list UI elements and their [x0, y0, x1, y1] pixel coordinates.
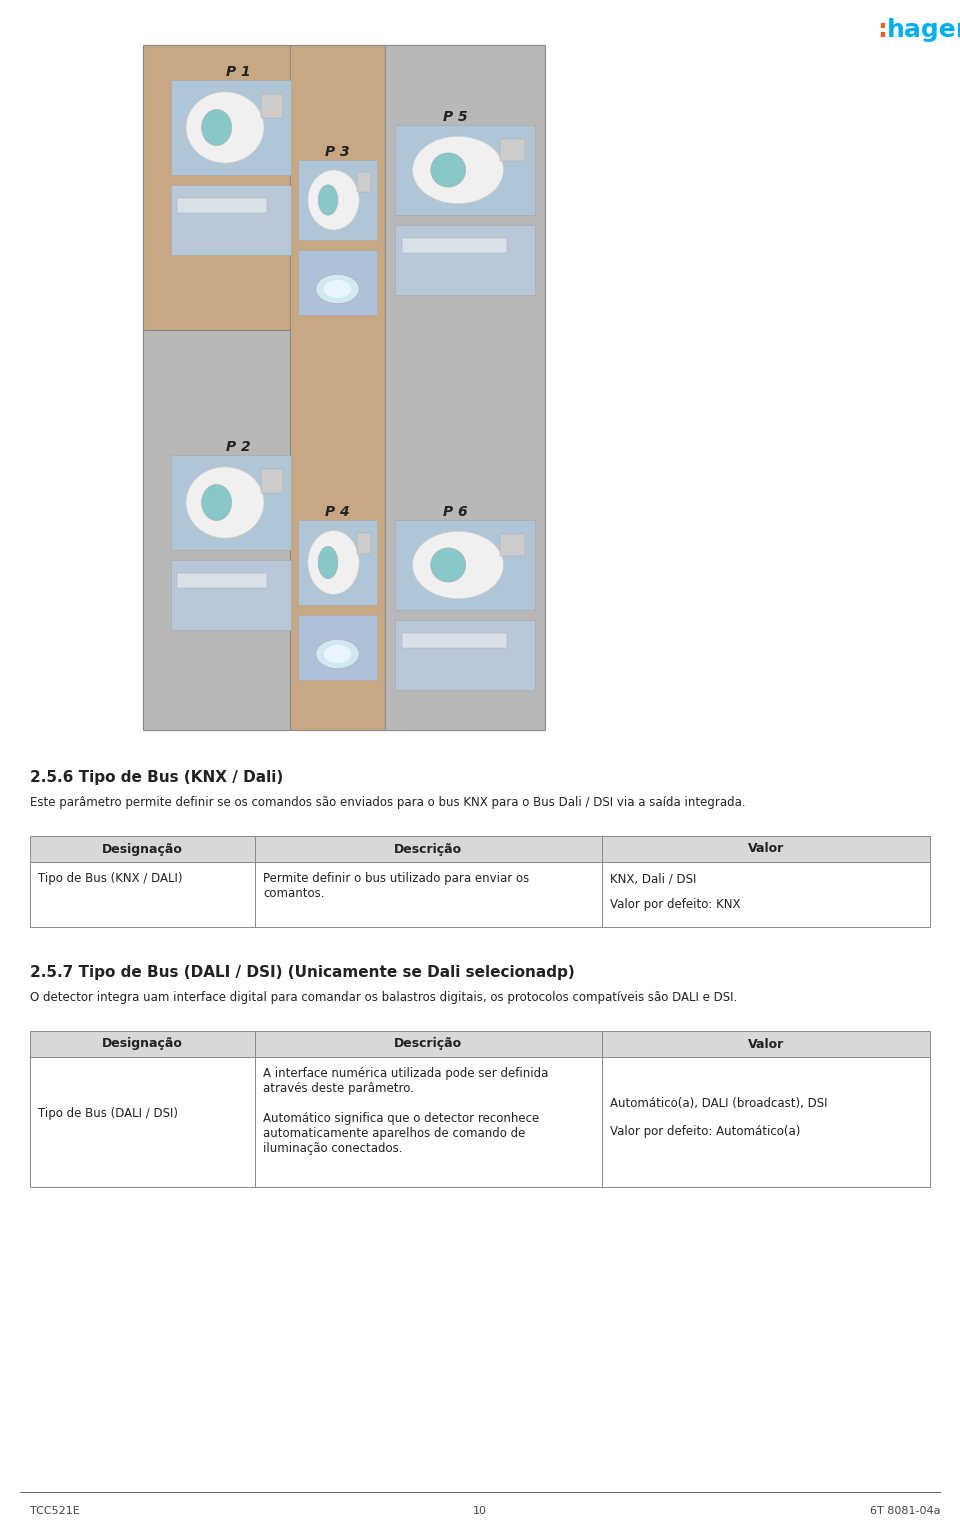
Ellipse shape — [308, 170, 359, 230]
Bar — [500, 138, 525, 161]
Bar — [171, 559, 291, 629]
Ellipse shape — [202, 109, 231, 146]
Bar — [395, 125, 535, 214]
Text: P 2: P 2 — [226, 439, 251, 454]
Text: Valor: Valor — [748, 1038, 784, 1050]
Text: P 3: P 3 — [325, 144, 349, 160]
Bar — [171, 185, 291, 255]
Bar — [177, 573, 267, 588]
Bar — [30, 836, 255, 862]
Ellipse shape — [324, 644, 351, 663]
Bar — [298, 249, 377, 315]
Bar — [255, 836, 602, 862]
Text: Valor por defeito: KNX: Valor por defeito: KNX — [610, 898, 740, 910]
Text: TCC521E: TCC521E — [30, 1506, 80, 1515]
Text: P 5: P 5 — [443, 109, 468, 125]
Bar — [395, 520, 535, 610]
Ellipse shape — [413, 532, 503, 599]
Text: hager: hager — [887, 18, 960, 43]
Bar — [298, 160, 377, 240]
Text: A interface numérica utilizada pode ser definida
através deste parâmetro.: A interface numérica utilizada pode ser … — [263, 1067, 548, 1094]
Bar — [357, 532, 372, 553]
Text: Descrição: Descrição — [395, 1038, 463, 1050]
Bar — [261, 470, 282, 492]
Text: :: : — [877, 18, 887, 43]
Bar — [290, 46, 385, 730]
Text: O detector integra uam interface digital para comandar os balastros digitais, os: O detector integra uam interface digital… — [30, 991, 737, 1005]
Bar — [500, 534, 525, 556]
Bar — [255, 862, 602, 927]
Text: P 1: P 1 — [226, 65, 251, 79]
Bar — [255, 1031, 602, 1056]
Bar — [298, 616, 377, 679]
Ellipse shape — [318, 185, 338, 216]
Bar — [395, 620, 535, 690]
Bar — [143, 46, 290, 330]
Text: Tipo de Bus (DALI / DSI): Tipo de Bus (DALI / DSI) — [38, 1107, 178, 1120]
Ellipse shape — [316, 275, 359, 304]
Text: Automático(a), DALI (broadcast), DSI: Automático(a), DALI (broadcast), DSI — [610, 1097, 827, 1110]
Text: Permite definir o bus utilizado para enviar os
comantos.: Permite definir o bus utilizado para env… — [263, 872, 529, 900]
Ellipse shape — [324, 280, 351, 298]
Bar — [171, 81, 291, 175]
Text: Tipo de Bus (KNX / DALI): Tipo de Bus (KNX / DALI) — [38, 872, 182, 885]
Ellipse shape — [413, 137, 503, 204]
Bar — [261, 94, 282, 119]
Bar — [177, 198, 267, 213]
Text: KNX, Dali / DSI: KNX, Dali / DSI — [610, 872, 696, 885]
Ellipse shape — [318, 546, 338, 579]
Bar — [385, 46, 545, 730]
Text: P 6: P 6 — [443, 505, 468, 518]
Bar — [30, 862, 255, 927]
Text: Designação: Designação — [102, 1038, 183, 1050]
Ellipse shape — [431, 154, 466, 187]
Text: Descrição: Descrição — [395, 842, 463, 856]
Bar — [30, 1031, 255, 1056]
Text: 2.5.7 Tipo de Bus (DALI / DSI) (Unicamente se Dali selecionadp): 2.5.7 Tipo de Bus (DALI / DSI) (Unicamen… — [30, 965, 575, 980]
Ellipse shape — [308, 530, 359, 594]
Text: 10: 10 — [473, 1506, 487, 1515]
Ellipse shape — [186, 91, 264, 163]
Bar — [171, 454, 291, 550]
Bar — [395, 225, 535, 295]
Text: Valor por defeito: Automático(a): Valor por defeito: Automático(a) — [610, 1125, 800, 1138]
Text: 6T 8081-04a: 6T 8081-04a — [870, 1506, 940, 1515]
Bar — [602, 1031, 930, 1056]
Ellipse shape — [431, 547, 466, 582]
Bar — [602, 836, 930, 862]
Text: Valor: Valor — [748, 842, 784, 856]
Text: Designação: Designação — [102, 842, 183, 856]
Text: 2.5.6 Tipo de Bus (KNX / Dali): 2.5.6 Tipo de Bus (KNX / Dali) — [30, 771, 283, 784]
Ellipse shape — [186, 467, 264, 538]
Bar — [402, 632, 507, 648]
Bar — [402, 237, 507, 252]
Bar — [602, 1056, 930, 1187]
Bar — [30, 1056, 255, 1187]
Text: P 4: P 4 — [325, 505, 349, 518]
Bar — [255, 1056, 602, 1187]
Ellipse shape — [202, 485, 231, 520]
Text: Automático significa que o detector reconhece
automaticamente aparelhos de coman: Automático significa que o detector reco… — [263, 1113, 540, 1155]
Bar — [143, 330, 290, 730]
Ellipse shape — [316, 640, 359, 669]
Bar — [298, 520, 377, 605]
Bar — [357, 172, 372, 192]
Text: Este parâmetro permite definir se os comandos são enviados para o bus KNX para o: Este parâmetro permite definir se os com… — [30, 796, 746, 809]
Bar — [602, 862, 930, 927]
